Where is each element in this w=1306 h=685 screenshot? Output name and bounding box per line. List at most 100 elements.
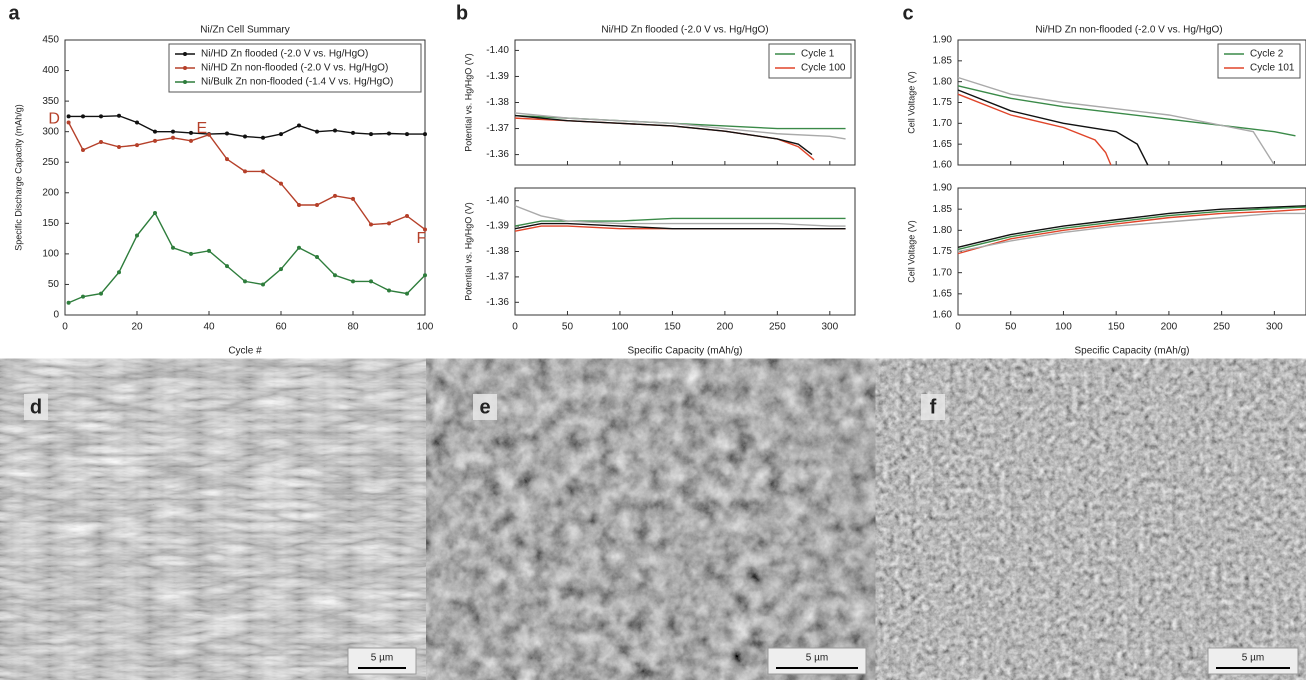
point (117, 144, 121, 149)
point (279, 267, 283, 272)
scale-box (767, 647, 867, 675)
point (351, 196, 355, 201)
point (279, 132, 283, 137)
y-tick-label: -1.37 (486, 272, 509, 283)
point (423, 227, 427, 232)
x-axis-label: Specific Capacity (mAh/g) (1074, 346, 1189, 357)
y-tick-label: 1.75 (933, 97, 953, 108)
x-tick-label: 40 (203, 322, 215, 333)
point (261, 282, 265, 287)
x-tick-label: 200 (1161, 322, 1178, 333)
x-tick-label: 80 (347, 322, 359, 333)
chart-title: Ni/HD Zn non-flooded (-2.0 V vs. Hg/HgO) (1035, 25, 1222, 36)
y-tick-label: 1.65 (933, 139, 953, 150)
point (297, 245, 301, 250)
point (117, 113, 121, 118)
y-axis-label: Specific Discharge Capacity (mAh/g) (13, 104, 23, 251)
annotation: D (48, 111, 60, 128)
point (369, 279, 373, 284)
y-tick-label: 0 (53, 310, 59, 321)
point (405, 132, 409, 137)
series-line (957, 205, 1306, 248)
point (315, 129, 319, 134)
y-tick-label: 150 (42, 218, 59, 229)
x-tick-label: 100 (612, 322, 629, 333)
y-tick-label: 1.60 (933, 160, 953, 171)
series-line (514, 112, 846, 140)
x-tick-label: 200 (717, 322, 734, 333)
legend-label: Cycle 100 (801, 63, 846, 74)
legend-label: Ni/Bulk Zn non-flooded (-1.4 V vs. Hg/Hg… (201, 77, 393, 88)
y-axis-label: Cell Voltage (V) (906, 71, 916, 134)
y-tick-label: -1.39 (486, 71, 509, 82)
point (387, 288, 391, 293)
x-tick-label: 150 (1108, 322, 1125, 333)
point (387, 221, 391, 226)
point (66, 114, 71, 119)
point (351, 279, 355, 284)
x-tick-label: 20 (131, 322, 143, 333)
y-tick-label: 1.90 (933, 35, 953, 46)
y-tick-label: 450 (42, 35, 59, 46)
plot-frame (64, 39, 426, 316)
point (66, 300, 71, 305)
point (135, 120, 139, 125)
annotation: E (196, 120, 207, 137)
y-tick-label: 1.85 (933, 204, 953, 215)
point (189, 251, 193, 256)
y-tick-label: 400 (42, 65, 59, 76)
x-tick-label: 250 (769, 322, 786, 333)
point (153, 138, 157, 143)
y-axis-label: Potential vs. Hg/HgO (V) (463, 202, 473, 301)
sem-image (915, 388, 1306, 680)
x-tick-label: 50 (562, 322, 574, 333)
series-line (957, 89, 1149, 166)
y-axis-label: Cell Voltage (V) (906, 220, 916, 283)
x-tick-label: 0 (62, 322, 68, 333)
y-tick-label: 1.90 (933, 183, 953, 194)
point (369, 132, 373, 137)
x-tick-label: 100 (417, 322, 434, 333)
point (135, 233, 139, 238)
point (81, 114, 85, 119)
y-tick-label: 1.70 (933, 118, 953, 129)
point (261, 135, 265, 140)
point (171, 135, 175, 140)
micrograph-d: d 5 µm (18, 388, 425, 680)
micrograph-f: f 5 µm (915, 388, 1306, 680)
point (351, 130, 355, 135)
panel-label: b (456, 2, 468, 24)
legend-label: Ni/HD Zn flooded (-2.0 V vs. Hg/HgO) (201, 49, 368, 60)
x-tick-label: 0 (512, 322, 518, 333)
y-tick-label: 50 (48, 279, 60, 290)
series-line (957, 212, 1306, 253)
panel-label: e (479, 396, 490, 418)
panel-label: c (902, 2, 913, 24)
point (315, 254, 319, 259)
x-tick-label: 60 (275, 322, 287, 333)
point (66, 120, 71, 125)
y-tick-label: -1.36 (486, 297, 509, 308)
y-tick-label: -1.38 (486, 246, 509, 257)
label-box (24, 394, 48, 420)
point (333, 193, 337, 198)
point (207, 248, 211, 253)
x-tick-label: 300 (821, 322, 838, 333)
point (405, 214, 409, 218)
point (81, 294, 85, 299)
series-line (514, 222, 846, 230)
point (333, 273, 337, 278)
x-tick-label: 100 (1055, 322, 1072, 333)
chart-title: Ni/Zn Cell Summary (200, 25, 289, 36)
panel-label: f (930, 396, 937, 418)
x-axis-label: Cycle # (228, 346, 262, 357)
series-line (957, 206, 1306, 251)
y-tick-label: -1.36 (486, 149, 509, 160)
plot-frame (514, 187, 856, 316)
y-tick-label: -1.37 (486, 123, 509, 134)
legend-label: Cycle 101 (1250, 63, 1295, 74)
y-tick-label: 350 (42, 96, 59, 107)
legend-label: Cycle 1 (801, 49, 835, 60)
series-line (957, 93, 1112, 166)
